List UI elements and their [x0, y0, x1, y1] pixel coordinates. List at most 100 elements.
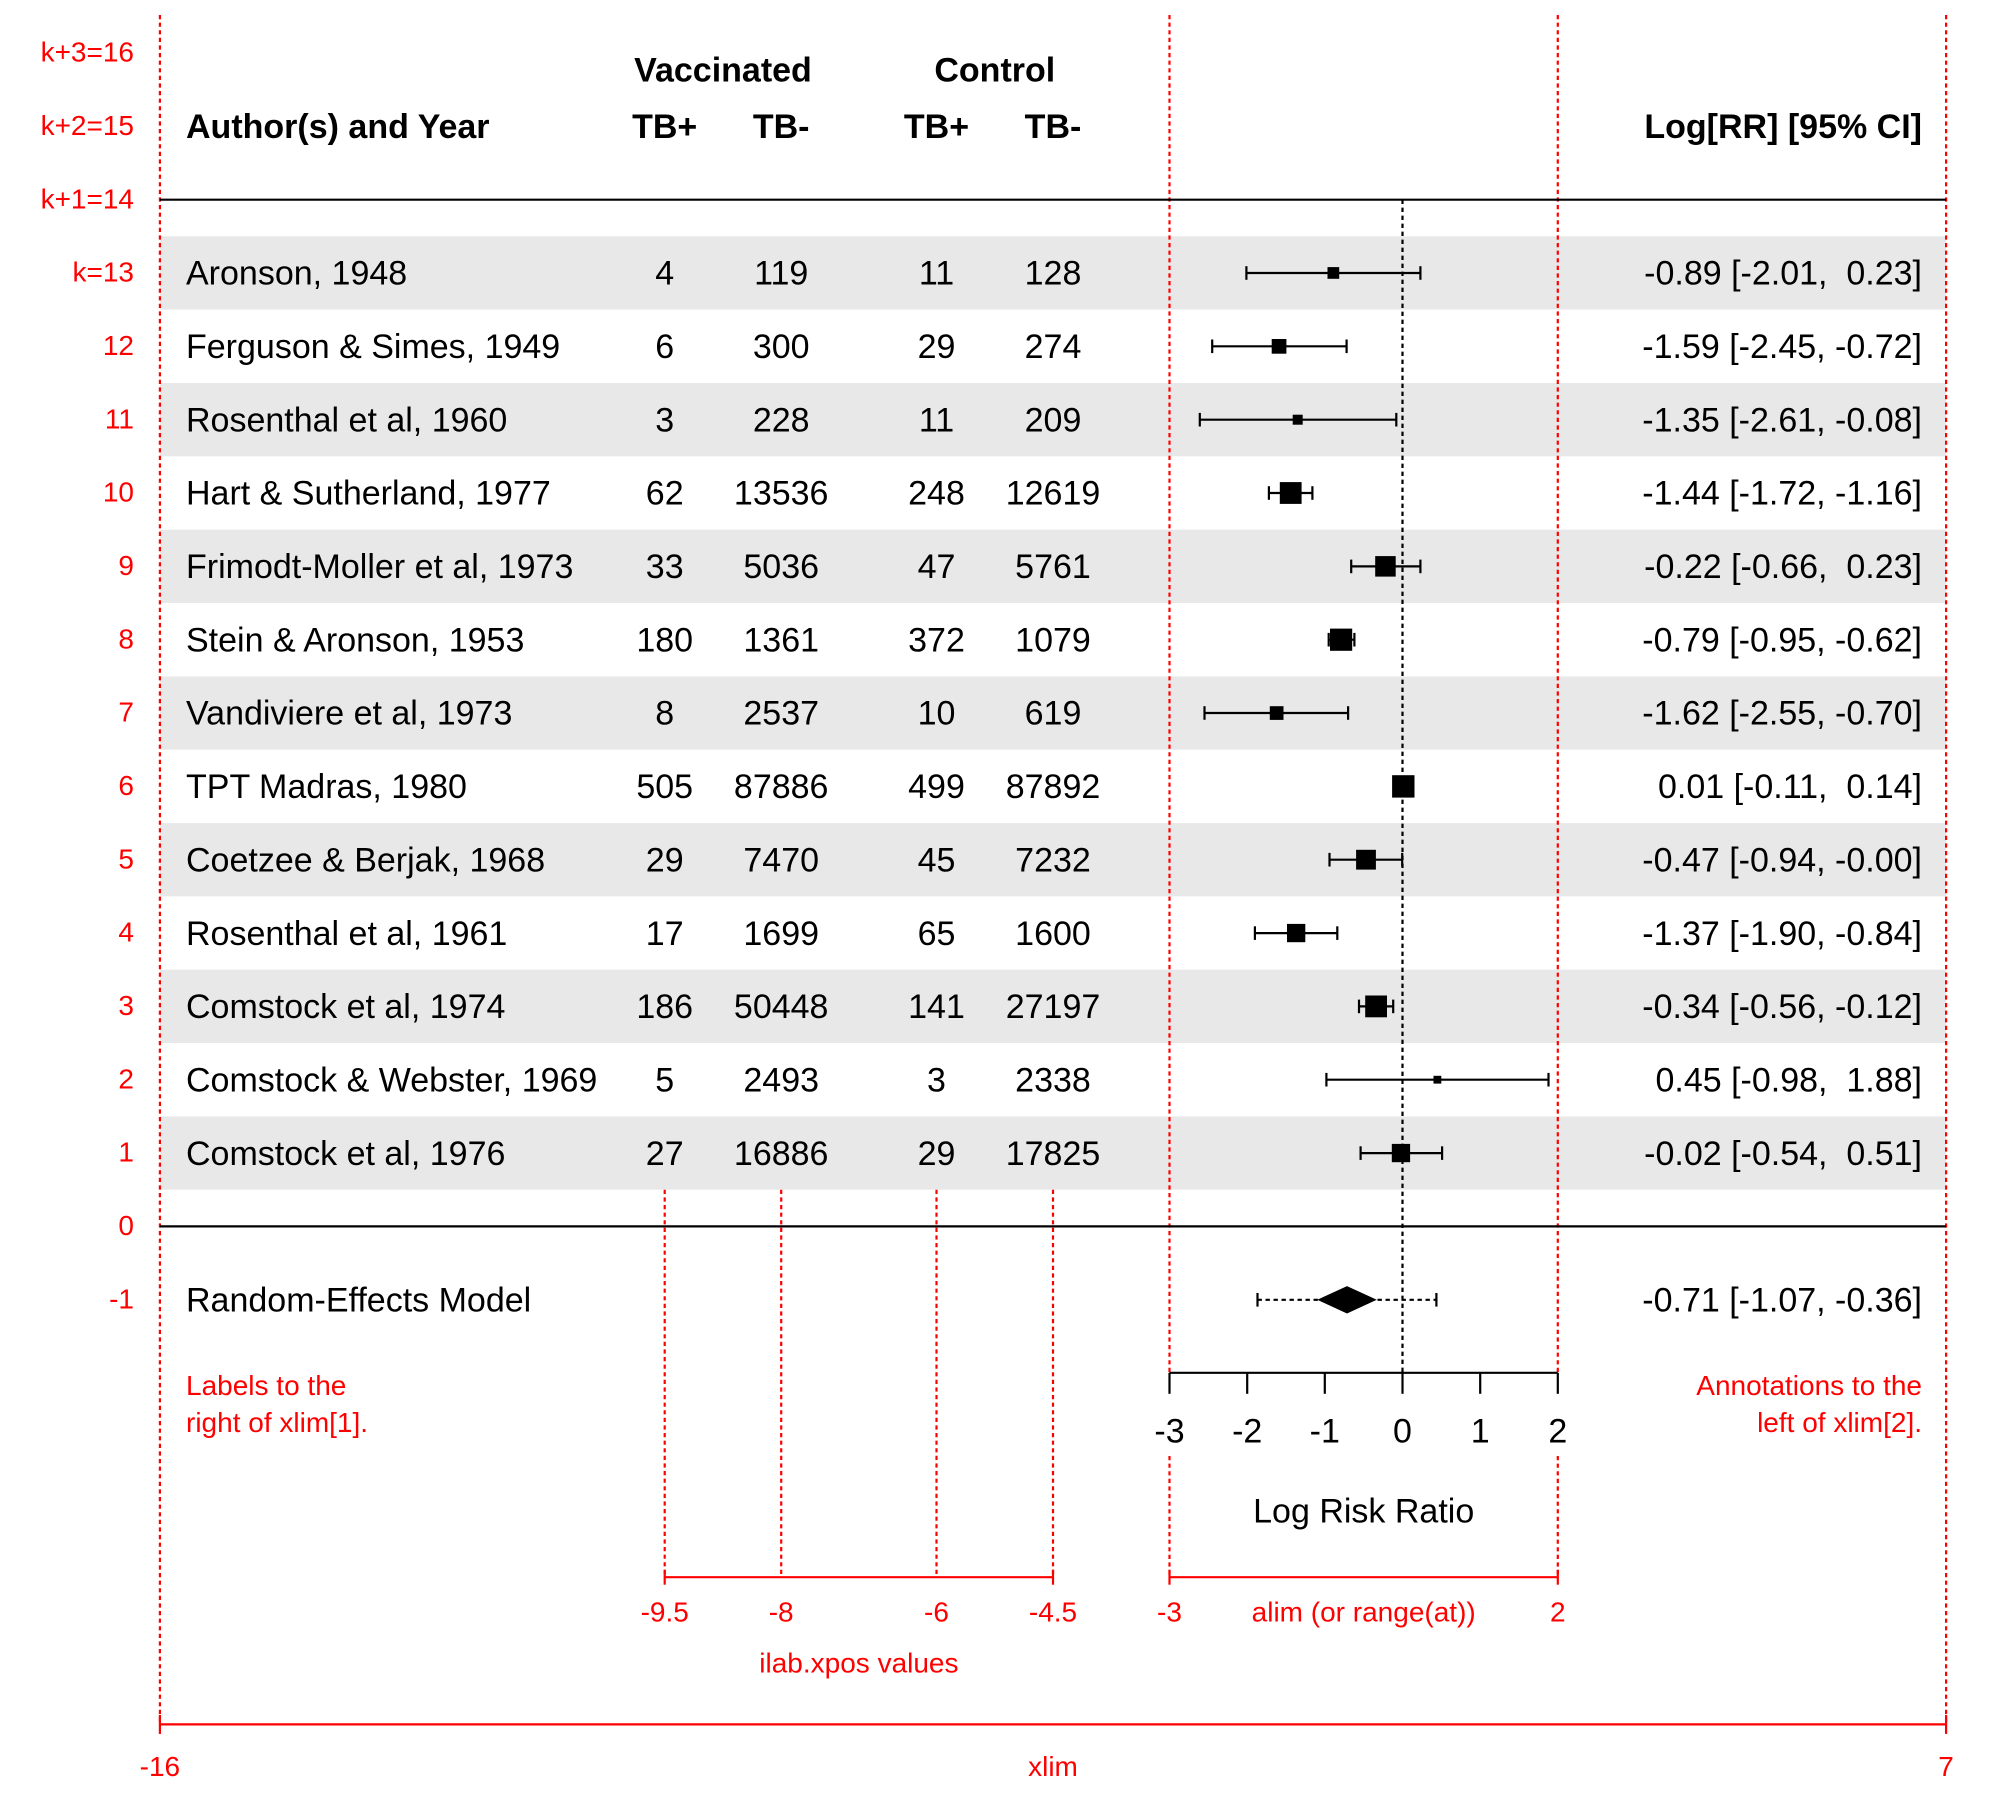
- svg-text:-0.79 [-0.95, -0.62]: -0.79 [-0.95, -0.62]: [1642, 621, 1922, 659]
- svg-text:Log[RR] [95% CI]: Log[RR] [95% CI]: [1644, 108, 1922, 146]
- svg-text:274: 274: [1025, 328, 1082, 366]
- svg-text:2: 2: [118, 1063, 134, 1094]
- svg-text:0.01 [-0.11, 0.14]: 0.01 [-0.11, 0.14]: [1649, 768, 1922, 806]
- svg-text:Control: Control: [934, 51, 1055, 89]
- svg-text:0: 0: [118, 1210, 134, 1241]
- svg-text:128: 128: [1025, 255, 1082, 293]
- svg-text:-9.5: -9.5: [641, 1596, 689, 1627]
- svg-text:left of xlim[2].: left of xlim[2].: [1757, 1407, 1922, 1438]
- svg-text:11: 11: [919, 401, 954, 439]
- svg-text:8: 8: [118, 623, 134, 654]
- svg-text:-1.44 [-1.72, -1.16]: -1.44 [-1.72, -1.16]: [1642, 475, 1922, 513]
- svg-text:-16: -16: [140, 1751, 180, 1782]
- svg-text:209: 209: [1025, 401, 1082, 439]
- svg-text:65: 65: [918, 915, 956, 953]
- svg-text:1361: 1361: [743, 621, 819, 659]
- svg-text:180: 180: [636, 621, 693, 659]
- svg-text:Frimodt-Moller et al, 1973: Frimodt-Moller et al, 1973: [186, 548, 573, 586]
- svg-text:248: 248: [908, 475, 965, 513]
- svg-text:-1.62 [-2.55, -0.70]: -1.62 [-2.55, -0.70]: [1642, 695, 1922, 733]
- svg-text:1: 1: [1471, 1413, 1490, 1451]
- svg-text:1699: 1699: [743, 915, 819, 953]
- svg-text:-6: -6: [924, 1596, 949, 1627]
- svg-text:1: 1: [118, 1137, 134, 1168]
- svg-text:499: 499: [908, 768, 965, 806]
- svg-text:2: 2: [1550, 1596, 1566, 1627]
- svg-text:Annotations to the: Annotations to the: [1696, 1370, 1922, 1401]
- svg-text:k+1=14: k+1=14: [41, 183, 134, 214]
- svg-text:27: 27: [646, 1135, 684, 1173]
- svg-text:-3: -3: [1154, 1413, 1184, 1451]
- svg-text:228: 228: [753, 401, 810, 439]
- svg-text:0.45 [-0.98, 1.88]: 0.45 [-0.98, 1.88]: [1646, 1061, 1922, 1099]
- svg-text:xlim: xlim: [1028, 1751, 1078, 1782]
- svg-text:87886: 87886: [734, 768, 829, 806]
- svg-text:300: 300: [753, 328, 810, 366]
- svg-text:-0.34 [-0.56, -0.12]: -0.34 [-0.56, -0.12]: [1642, 988, 1922, 1026]
- svg-text:372: 372: [908, 621, 965, 659]
- svg-text:TB-: TB-: [1025, 108, 1082, 146]
- svg-text:7: 7: [1938, 1751, 1954, 1782]
- svg-text:12: 12: [103, 330, 134, 361]
- svg-text:7: 7: [118, 697, 134, 728]
- svg-text:62: 62: [646, 475, 684, 513]
- svg-text:4: 4: [118, 917, 134, 948]
- svg-text:-1.37 [-1.90, -0.84]: -1.37 [-1.90, -0.84]: [1642, 915, 1922, 953]
- svg-text:13536: 13536: [734, 475, 829, 513]
- svg-text:Comstock & Webster, 1969: Comstock & Webster, 1969: [186, 1061, 597, 1099]
- svg-text:3: 3: [927, 1061, 946, 1099]
- svg-text:-0.02 [-0.54, 0.51]: -0.02 [-0.54, 0.51]: [1644, 1135, 1922, 1173]
- svg-text:Coetzee & Berjak, 1968: Coetzee & Berjak, 1968: [186, 841, 545, 879]
- svg-text:5: 5: [118, 843, 134, 874]
- svg-text:Hart & Sutherland, 1977: Hart & Sutherland, 1977: [186, 475, 551, 513]
- svg-text:Rosenthal et al, 1961: Rosenthal et al, 1961: [186, 915, 507, 953]
- svg-text:186: 186: [636, 988, 693, 1026]
- svg-text:27197: 27197: [1006, 988, 1101, 1026]
- svg-text:TB-: TB-: [753, 108, 810, 146]
- svg-text:29: 29: [918, 1135, 956, 1173]
- svg-text:11: 11: [105, 403, 134, 434]
- svg-text:-4.5: -4.5: [1029, 1596, 1077, 1627]
- svg-text:-1: -1: [109, 1283, 134, 1314]
- svg-text:29: 29: [918, 328, 956, 366]
- svg-text:3: 3: [655, 401, 674, 439]
- svg-text:17825: 17825: [1006, 1135, 1101, 1173]
- svg-text:7470: 7470: [743, 841, 819, 879]
- svg-text:Aronson, 1948: Aronson, 1948: [186, 255, 407, 293]
- svg-text:right of xlim[1].: right of xlim[1].: [186, 1407, 368, 1438]
- svg-text:50448: 50448: [734, 988, 829, 1026]
- svg-text:33: 33: [646, 548, 684, 586]
- svg-text:-3: -3: [1157, 1596, 1182, 1627]
- svg-text:17: 17: [646, 915, 684, 953]
- svg-text:Labels to the: Labels to the: [186, 1370, 346, 1401]
- svg-text:45: 45: [918, 841, 956, 879]
- svg-text:5: 5: [655, 1061, 674, 1099]
- svg-text:9: 9: [118, 550, 134, 581]
- svg-text:alim (or range(at)): alim (or range(at)): [1252, 1596, 1476, 1627]
- svg-text:Random-Effects Model: Random-Effects Model: [186, 1282, 531, 1320]
- svg-text:-1.59 [-2.45, -0.72]: -1.59 [-2.45, -0.72]: [1642, 328, 1922, 366]
- svg-text:-0.47 [-0.94, -0.00]: -0.47 [-0.94, -0.00]: [1642, 841, 1922, 879]
- svg-text:10: 10: [918, 695, 956, 733]
- svg-text:Vandiviere et al, 1973: Vandiviere et al, 1973: [186, 695, 512, 733]
- svg-text:TPT Madras, 1980: TPT Madras, 1980: [186, 768, 467, 806]
- svg-text:6: 6: [655, 328, 674, 366]
- svg-text:-8: -8: [769, 1596, 794, 1627]
- svg-text:-2: -2: [1232, 1413, 1262, 1451]
- svg-text:-0.89 [-2.01, 0.23]: -0.89 [-2.01, 0.23]: [1644, 255, 1922, 293]
- svg-text:2: 2: [1548, 1413, 1567, 1451]
- svg-text:141: 141: [908, 988, 965, 1026]
- svg-text:619: 619: [1025, 695, 1082, 733]
- svg-text:1079: 1079: [1015, 621, 1091, 659]
- svg-text:1600: 1600: [1015, 915, 1091, 953]
- svg-text:-0.71 [-1.07, -0.36]: -0.71 [-1.07, -0.36]: [1642, 1282, 1922, 1320]
- svg-text:5036: 5036: [743, 548, 819, 586]
- svg-text:10: 10: [103, 477, 134, 508]
- svg-text:2493: 2493: [743, 1061, 819, 1099]
- svg-text:7232: 7232: [1015, 841, 1091, 879]
- svg-text:3: 3: [118, 990, 134, 1021]
- svg-text:k+2=15: k+2=15: [41, 110, 134, 141]
- svg-text:Comstock et al, 1976: Comstock et al, 1976: [186, 1135, 505, 1173]
- svg-text:Comstock et al, 1974: Comstock et al, 1974: [186, 988, 505, 1026]
- svg-text:TB+: TB+: [904, 108, 969, 146]
